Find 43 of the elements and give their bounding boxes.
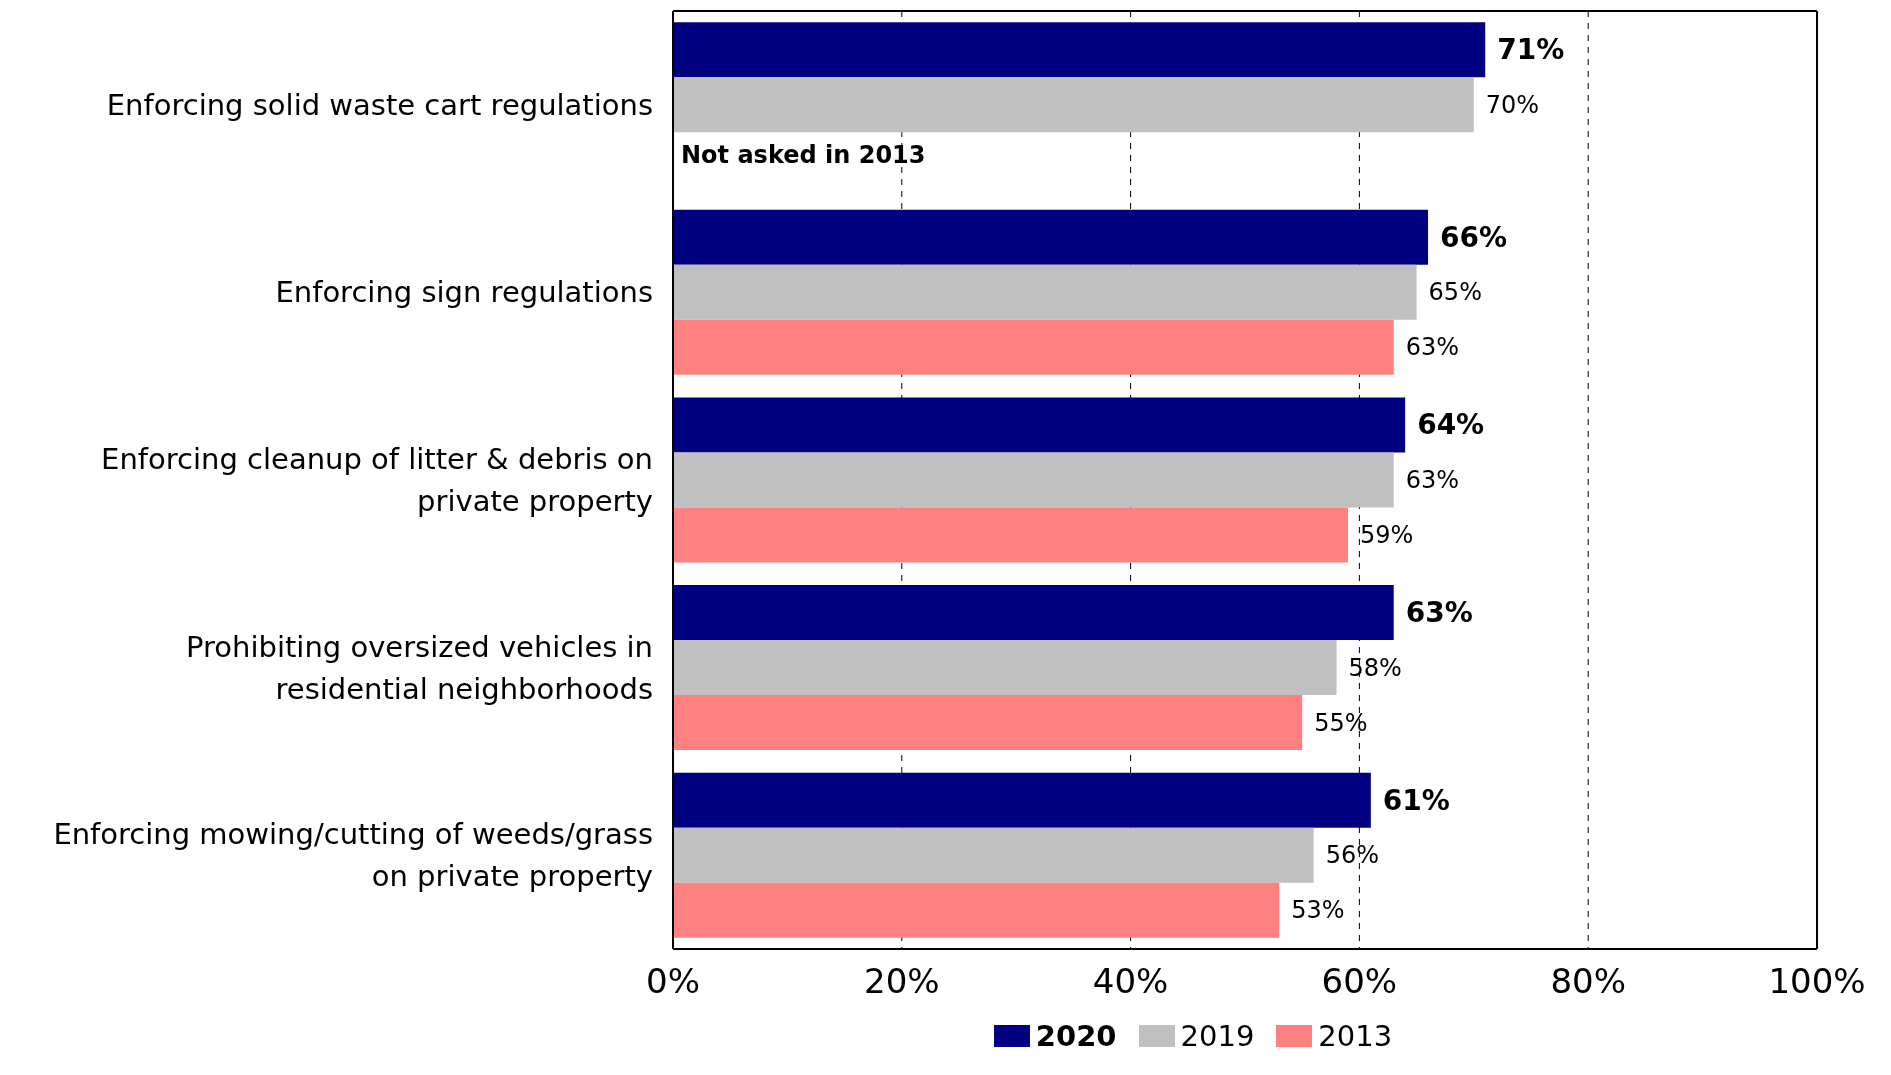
x-tick-label: 20% <box>864 961 940 1002</box>
y-tick-label: Prohibiting oversized vehicles in residential neighborhoods <box>186 629 653 706</box>
x-tick-label: 0% <box>646 961 700 1002</box>
data-label: 59% <box>1359 520 1414 549</box>
bar <box>673 585 1394 641</box>
x-tick-label: 80% <box>1550 961 1626 1002</box>
x-tick-label: 60% <box>1321 961 1398 1002</box>
bar <box>673 264 1417 320</box>
bar <box>673 882 1280 938</box>
bar <box>673 77 1474 133</box>
data-label: 63% <box>1405 596 1473 630</box>
bar <box>673 319 1394 375</box>
x-tick-label: 100% <box>1768 961 1866 1002</box>
bar <box>673 209 1429 265</box>
bar <box>673 640 1337 696</box>
legend-label: 2020 <box>1034 1019 1117 1053</box>
data-label: 55% <box>1314 708 1368 737</box>
data-label: 65% <box>1428 278 1482 307</box>
data-label: 61% <box>1382 783 1450 817</box>
bar <box>673 507 1348 563</box>
y-tick-label: Enforcing sign regulations <box>275 275 653 310</box>
y-tick-label: Enforcing solid waste cart regulations <box>106 87 653 122</box>
data-label: 66% <box>1440 220 1508 254</box>
annotation: Not asked in 2013 <box>681 140 926 169</box>
data-label: 53% <box>1291 896 1345 925</box>
bar <box>673 827 1314 883</box>
y-tick-label: Enforcing mowing/cutting of weeds/grass on private property <box>53 817 653 894</box>
bar <box>673 772 1371 828</box>
data-label: 58% <box>1348 653 1402 682</box>
x-tick-label: 40% <box>1092 961 1169 1002</box>
data-label: 63% <box>1405 333 1460 362</box>
data-label: 64% <box>1417 408 1485 442</box>
data-label: 56% <box>1325 841 1379 870</box>
data-label: 71% <box>1497 33 1565 67</box>
bar <box>673 695 1303 751</box>
data-label: 70% <box>1485 90 1540 119</box>
bar <box>673 397 1406 453</box>
bar <box>673 452 1394 508</box>
bar <box>673 22 1486 78</box>
legend-label: 2013 <box>1317 1019 1393 1053</box>
data-label: 63% <box>1405 465 1460 494</box>
y-tick-label: Enforcing cleanup of litter & debris on private property <box>101 442 653 518</box>
legend-label: 2019 <box>1179 1019 1255 1053</box>
